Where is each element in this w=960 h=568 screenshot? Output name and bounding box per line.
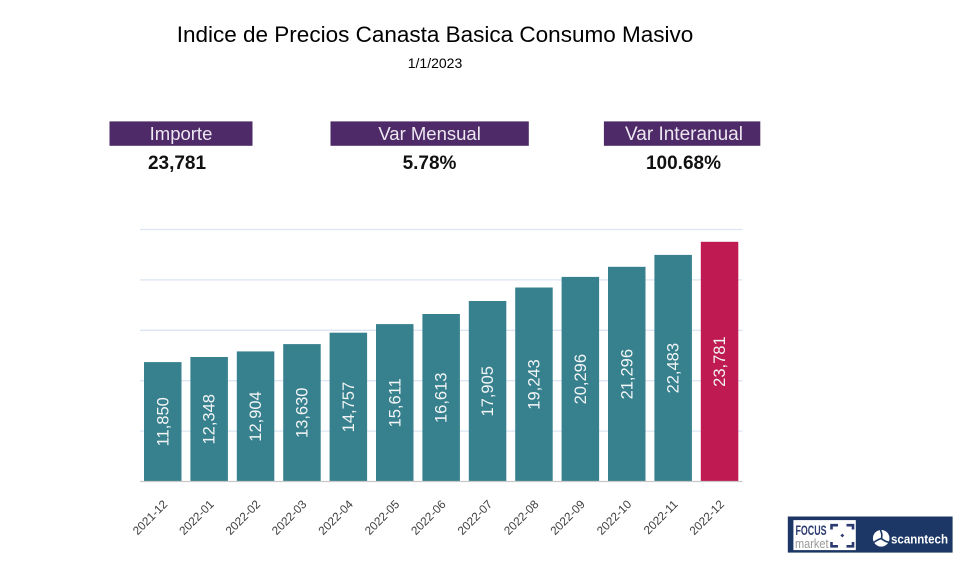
svg-text:Importe: Importe xyxy=(150,123,213,144)
svg-text:23,781: 23,781 xyxy=(711,336,729,386)
svg-text:16,613: 16,613 xyxy=(433,373,451,423)
svg-text:21,296: 21,296 xyxy=(618,349,636,399)
svg-text:Indice de Precios Canasta Basi: Indice de Precios Canasta Basica Consumo… xyxy=(177,22,694,47)
svg-text:13,630: 13,630 xyxy=(293,388,311,438)
svg-text:19,243: 19,243 xyxy=(526,359,544,409)
svg-text:12,348: 12,348 xyxy=(201,394,219,444)
svg-text:market: market xyxy=(795,537,829,551)
svg-text:1/1/2023: 1/1/2023 xyxy=(408,55,463,71)
svg-text:scanntech: scanntech xyxy=(891,532,948,547)
svg-text:22,483: 22,483 xyxy=(665,343,683,393)
svg-text:23,781: 23,781 xyxy=(148,153,207,174)
svg-text:Var Interanual: Var Interanual xyxy=(625,124,743,145)
svg-text:14,757: 14,757 xyxy=(340,382,358,432)
svg-text:20,296: 20,296 xyxy=(572,354,590,404)
svg-text:FOCUS: FOCUS xyxy=(796,522,827,538)
svg-text:5.78%: 5.78% xyxy=(403,153,457,174)
svg-text:17,905: 17,905 xyxy=(479,366,497,416)
svg-text:Var Mensual: Var Mensual xyxy=(378,123,480,144)
svg-text:12,904: 12,904 xyxy=(247,391,265,441)
svg-text:100.68%: 100.68% xyxy=(646,153,721,174)
svg-text:15,611: 15,611 xyxy=(386,378,404,427)
svg-text:11,850: 11,850 xyxy=(154,397,172,446)
